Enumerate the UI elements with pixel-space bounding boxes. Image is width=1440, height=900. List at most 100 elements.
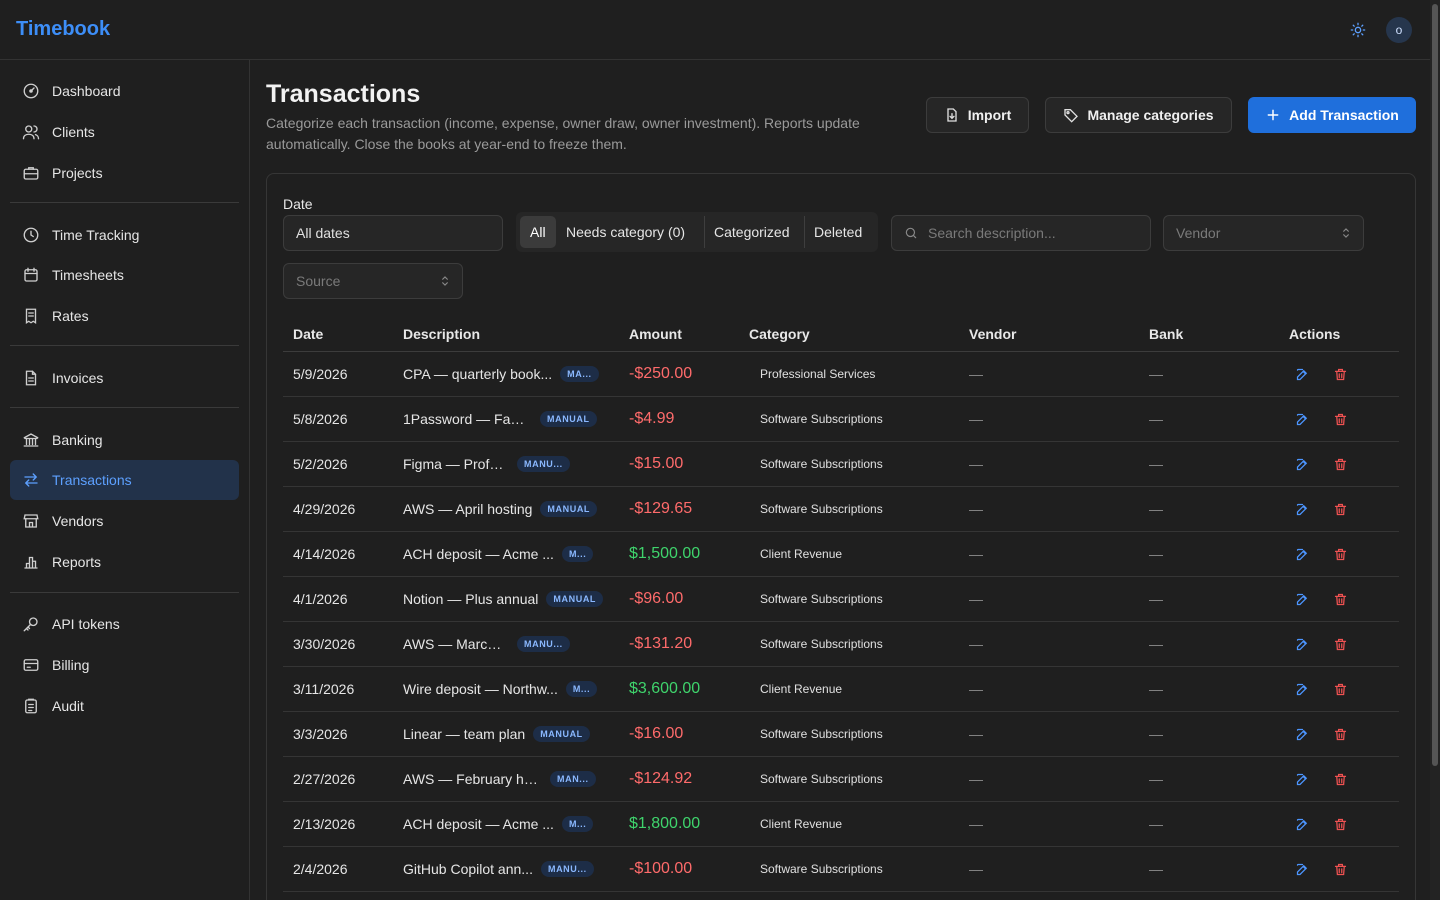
row-category[interactable]: Software Subscriptions — [760, 502, 883, 516]
sidebar-item-dashboard[interactable]: Dashboard — [10, 71, 239, 111]
delete-button[interactable] — [1331, 860, 1349, 878]
row-description-text: ACH deposit — Acme ... — [403, 816, 554, 832]
edit-button[interactable] — [1293, 725, 1311, 743]
gauge-icon — [23, 83, 39, 99]
row-category[interactable]: Client Revenue — [760, 682, 843, 696]
table-row[interactable]: 5/8/2026 1Password — Family MANUAL -$4.99 So… — [283, 397, 1399, 442]
edit-button[interactable] — [1293, 455, 1311, 473]
table-row[interactable]: 5/9/2026 CPA — quarterly book... MA... -$25… — [283, 352, 1399, 397]
row-description: AWS — March hosti... MANU... — [403, 622, 570, 666]
vendor-select[interactable]: Vendor — [1163, 215, 1364, 251]
column-header-category[interactable]: Category — [749, 326, 810, 342]
row-actions — [1293, 847, 1349, 891]
segment-categorized[interactable]: Categorized — [714, 224, 790, 240]
source-select[interactable]: Source — [283, 263, 463, 299]
table-row[interactable]: 3/11/2026 Wire deposit — Northw... M... $3,… — [283, 667, 1399, 712]
sidebar-item-rates[interactable]: Rates — [10, 296, 239, 336]
delete-button[interactable] — [1331, 635, 1349, 653]
sidebar-item-label: Billing — [52, 657, 90, 673]
table-row[interactable]: 3/30/2026 AWS — March hosti... MANU... -$13… — [283, 622, 1399, 667]
sidebar-item-label: Audit — [52, 698, 84, 714]
table-row[interactable]: 3/3/2026 Linear — team plan MANUAL -$16.00 S… — [283, 712, 1399, 757]
row-category[interactable]: Software Subscriptions — [760, 637, 883, 651]
row-category[interactable]: Client Revenue — [760, 547, 843, 561]
delete-button[interactable] — [1331, 815, 1349, 833]
row-description: GitHub Copilot ann... MANU... — [403, 847, 594, 891]
delete-button[interactable] — [1331, 680, 1349, 698]
row-category[interactable]: Professional Services — [760, 367, 876, 381]
row-category[interactable]: Software Subscriptions — [760, 457, 883, 471]
date-filter-select[interactable]: All dates — [283, 215, 503, 251]
edit-button[interactable] — [1293, 635, 1311, 653]
delete-button[interactable] — [1331, 770, 1349, 788]
sidebar-item-clients[interactable]: Clients — [10, 112, 239, 152]
segment-deleted[interactable]: Deleted — [814, 224, 863, 240]
table-row[interactable]: 4/29/2026 AWS — April hosting MANUAL -$129.… — [283, 487, 1399, 532]
sidebar-item-timesheets[interactable]: Timesheets — [10, 255, 239, 295]
column-header-date[interactable]: Date — [293, 326, 324, 342]
edit-button[interactable] — [1293, 815, 1311, 833]
edit-button[interactable] — [1293, 590, 1311, 608]
column-header-bank[interactable]: Bank — [1149, 326, 1184, 342]
row-description-text: 1Password — Family — [403, 411, 532, 427]
sidebar-item-transactions[interactable]: Transactions — [10, 460, 239, 500]
sidebar-item-vendors[interactable]: Vendors — [10, 501, 239, 541]
delete-button[interactable] — [1331, 725, 1349, 743]
delete-button[interactable] — [1331, 545, 1349, 563]
delete-button[interactable] — [1331, 455, 1349, 473]
delete-button[interactable] — [1331, 410, 1349, 428]
table-row[interactable]: 2/13/2026 ACH deposit — Acme ... M... $1,80… — [283, 802, 1399, 847]
delete-button[interactable] — [1331, 590, 1349, 608]
column-header-description[interactable]: Description — [403, 326, 481, 342]
row-category[interactable]: Software Subscriptions — [760, 862, 883, 876]
scrollbar-thumb[interactable] — [1432, 4, 1438, 766]
plus-icon — [1267, 109, 1279, 121]
edit-icon — [1296, 638, 1307, 650]
edit-button[interactable] — [1293, 860, 1311, 878]
sidebar-item-audit[interactable]: Audit — [10, 686, 239, 726]
row-category[interactable]: Software Subscriptions — [760, 592, 883, 606]
sidebar-item-banking[interactable]: Banking — [10, 420, 239, 460]
row-category[interactable]: Software Subscriptions — [760, 412, 883, 426]
table-row[interactable]: 4/1/2026 Notion — Plus annual MANUAL -$96.0… — [283, 577, 1399, 622]
top-bar: Timebook o — [0, 0, 1430, 60]
segment-all[interactable]: All — [520, 216, 556, 248]
row-category[interactable]: Client Revenue — [760, 817, 843, 831]
import-button[interactable]: Import — [926, 97, 1029, 133]
sidebar-item-billing[interactable]: Billing — [10, 645, 239, 685]
column-header-vendor[interactable]: Vendor — [969, 326, 1017, 342]
sidebar-item-reports[interactable]: Reports — [10, 542, 239, 582]
row-actions — [1293, 532, 1349, 576]
sidebar-item-invoices[interactable]: Invoices — [10, 358, 239, 398]
delete-button[interactable] — [1331, 500, 1349, 518]
sidebar-item-api-tokens[interactable]: API tokens — [10, 604, 239, 644]
row-category[interactable]: Software Subscriptions — [760, 727, 883, 741]
row-category[interactable]: Software Subscriptions — [760, 772, 883, 786]
table-row[interactable]: 2/4/2026 GitHub Copilot ann... MANU... -$10… — [283, 847, 1399, 892]
edit-button[interactable] — [1293, 545, 1311, 563]
page-scrollbar[interactable] — [1430, 0, 1440, 900]
segment-needs-category[interactable]: Needs category (0) — [566, 224, 686, 240]
user-avatar[interactable]: o — [1386, 17, 1412, 43]
sidebar-item-label: Reports — [52, 554, 102, 570]
table-row[interactable]: 2/27/2026 AWS — February ho... MAN... -$124… — [283, 757, 1399, 802]
theme-toggle-button[interactable] — [1346, 18, 1370, 42]
trash-icon — [1334, 458, 1346, 470]
edit-button[interactable] — [1293, 770, 1311, 788]
table-row[interactable]: 4/14/2026 ACH deposit — Acme ... M... $1,50… — [283, 532, 1399, 577]
search-input[interactable]: Search description... — [891, 215, 1151, 251]
column-header-amount[interactable]: Amount — [629, 326, 682, 342]
row-amount: -$129.65 — [629, 500, 693, 517]
table-row[interactable]: 5/2/2026 Figma — Professio... MANU... -$15.… — [283, 442, 1399, 487]
app-logo[interactable]: Timebook — [16, 18, 111, 40]
edit-button[interactable] — [1293, 365, 1311, 383]
sidebar-item-projects[interactable]: Projects — [10, 153, 239, 193]
sidebar-item-time-tracking[interactable]: Time Tracking — [10, 215, 239, 255]
add-transaction-button[interactable]: Add Transaction — [1248, 97, 1416, 133]
manage-categories-button[interactable]: Manage categories — [1045, 97, 1232, 133]
delete-button[interactable] — [1331, 365, 1349, 383]
edit-button[interactable] — [1293, 410, 1311, 428]
edit-button[interactable] — [1293, 500, 1311, 518]
edit-button[interactable] — [1293, 680, 1311, 698]
sidebar-item-label: Timesheets — [52, 267, 124, 283]
